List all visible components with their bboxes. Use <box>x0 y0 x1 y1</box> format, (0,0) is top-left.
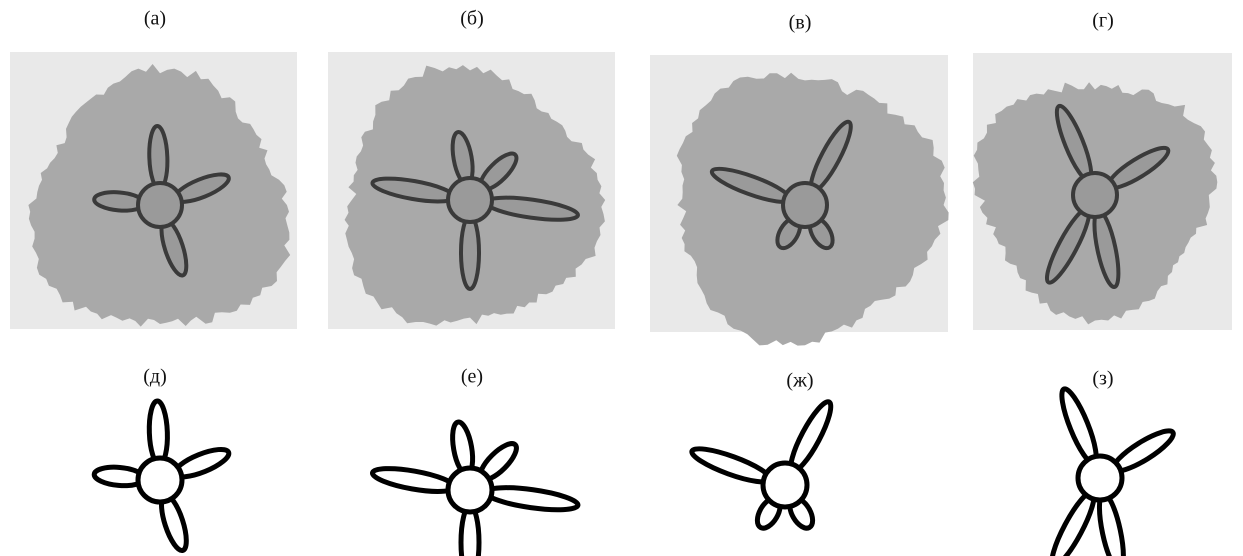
specimen <box>93 401 232 553</box>
arm <box>371 464 456 496</box>
specimen <box>689 398 837 532</box>
arm <box>485 483 580 514</box>
panel-label: (б) <box>460 8 484 30</box>
figure: (а) (б) (в) (г) (д) (е) (ж) (з) <box>0 0 1243 556</box>
body <box>1073 173 1117 217</box>
body <box>138 458 182 502</box>
arm <box>148 126 168 190</box>
body <box>448 468 492 512</box>
panel-label: (д) <box>143 366 167 388</box>
body <box>448 178 492 222</box>
body <box>763 463 807 507</box>
specimen <box>1046 386 1178 556</box>
page: (а) (б) (в) (г) (д) (е) (ж) (з) (() => {… <box>0 0 1243 556</box>
arm <box>148 401 168 465</box>
panel-label: (г) <box>1092 10 1114 32</box>
panel-label: (в) <box>789 12 812 34</box>
panel-label: (ж) <box>786 370 813 392</box>
body <box>1078 456 1122 500</box>
specimen <box>371 420 579 556</box>
body <box>783 183 827 227</box>
panel-label: (е) <box>461 366 483 388</box>
arm <box>689 443 773 488</box>
body <box>138 183 182 227</box>
panel-label: (з) <box>1092 368 1113 390</box>
panel-label: (а) <box>144 8 166 30</box>
arm <box>461 216 479 289</box>
